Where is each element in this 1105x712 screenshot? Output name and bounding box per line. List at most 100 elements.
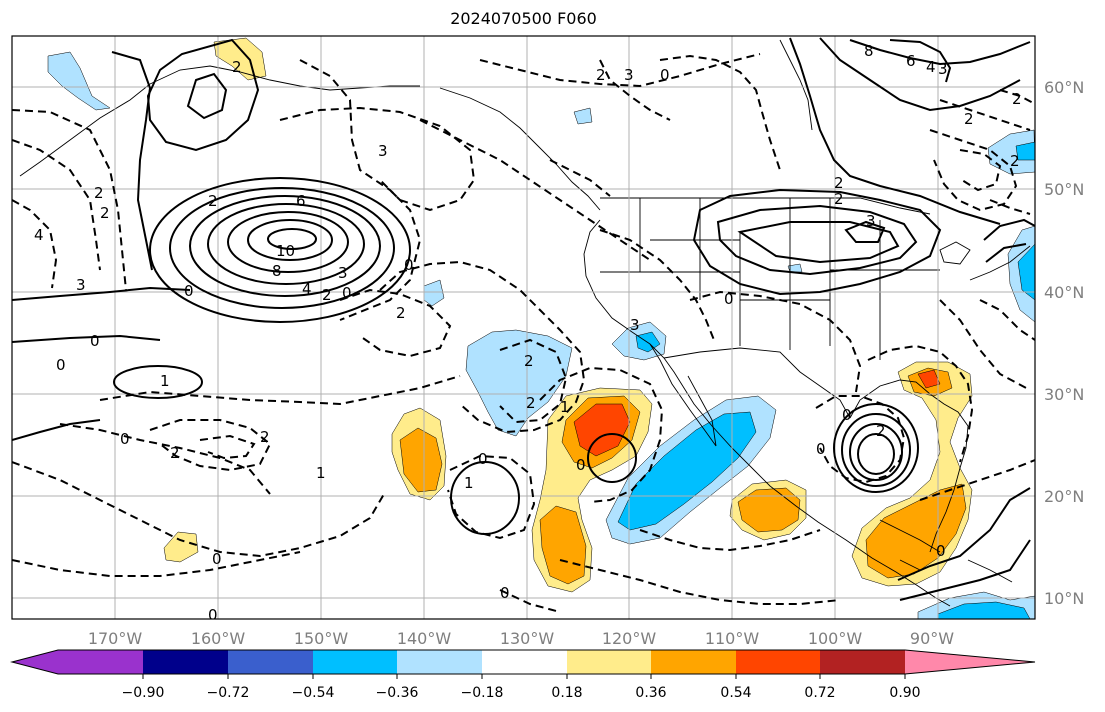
contour-label: 10 <box>276 242 295 260</box>
colorbar-tick-label: 0.36 <box>635 685 666 701</box>
positive-shade <box>399 427 443 493</box>
contour-label: 2 <box>876 422 886 440</box>
contour-label: 4 <box>34 226 44 244</box>
contour-label: 0 <box>936 542 946 560</box>
colorbar-tick-label: −0.54 <box>292 685 335 701</box>
positive-shade <box>737 487 801 533</box>
colorbar-tick-label: −0.72 <box>207 685 250 701</box>
contour-label: 0 <box>842 406 852 424</box>
colorbar-segment <box>228 650 313 674</box>
contour-label: 0 <box>500 584 510 602</box>
latitude-label: 60°N <box>1044 78 1084 97</box>
contour-label: 2 <box>396 304 406 322</box>
longitude-label: 130°W <box>500 629 555 648</box>
longitude-label: 170°W <box>88 629 143 648</box>
contour-label: 0 <box>404 256 414 274</box>
map-panel <box>12 36 1035 619</box>
longitude-labels: 170°W 160°W 150°W 140°W 130°W 120°W 110°… <box>88 629 954 648</box>
contour-label: 0 <box>184 282 194 300</box>
colorbar-segment <box>143 650 228 674</box>
contour-label: 6 <box>906 52 916 70</box>
negative-shade <box>987 129 1035 175</box>
contour-label: 1 <box>160 372 170 390</box>
colorbar-tick-label: 0.54 <box>720 685 751 701</box>
coastline-west-north-america <box>583 219 951 607</box>
latitude-label: 20°N <box>1044 487 1084 506</box>
contour-label: 3 <box>866 212 876 230</box>
coastline-great-lakes <box>939 241 971 265</box>
contour-label: 1 <box>316 464 326 482</box>
contour-label: 2 <box>260 428 270 446</box>
negative-shade <box>617 411 757 531</box>
negative-shade <box>1017 243 1035 301</box>
longitude-label: 150°W <box>294 629 349 648</box>
colorbar-tick-label: −0.18 <box>461 685 504 701</box>
latitude-labels: 60°N 50°N 40°N 30°N 20°N 10°N <box>1044 78 1084 608</box>
colorbar-tick-label: 0.18 <box>551 685 582 701</box>
contour-label: 8 <box>272 262 282 280</box>
colorbar-tick-label: 0.90 <box>889 685 920 701</box>
contour-label: 2 <box>100 204 110 222</box>
coastline-baja-california <box>649 343 717 447</box>
colorbar-segment <box>397 650 482 674</box>
coastline-aleutians <box>19 83 151 177</box>
contour-label: 2 <box>524 352 534 370</box>
map-frame <box>11 35 1036 620</box>
contour-label: 2 <box>170 444 180 462</box>
contour-label: 3 <box>76 276 86 294</box>
contour-label: 1 <box>464 474 474 492</box>
contour-label: 2 <box>1012 90 1022 108</box>
positive-shade <box>163 531 199 563</box>
colorbar-segment <box>651 650 736 674</box>
contour-label: 0 <box>212 550 222 568</box>
contour-label: 0 <box>208 606 218 624</box>
longitude-label: 140°W <box>397 629 452 648</box>
negative-shade <box>1015 141 1035 161</box>
dashed-contours <box>12 53 1035 613</box>
negative-shade <box>937 601 1031 619</box>
contour-label: 0 <box>660 66 670 84</box>
colorbar-segment <box>482 650 567 674</box>
coastline-gulf-of-mexico <box>849 379 969 553</box>
coastline-hudson-bay-region <box>779 39 813 131</box>
longitude-label: 110°W <box>705 629 760 648</box>
coastline-northeast-us <box>969 245 1031 281</box>
positive-shade <box>917 369 941 389</box>
contour-label: 0 <box>120 430 130 448</box>
colorbar-extend-high <box>905 650 1035 674</box>
contour-label: 4 <box>926 58 936 76</box>
colorbar-segment <box>58 650 143 674</box>
contour-label: 2 <box>834 190 844 208</box>
contour-label: 0 <box>56 356 66 374</box>
negative-shade <box>787 263 803 273</box>
solid-contours <box>12 37 1035 601</box>
contour-label: 2 <box>208 192 218 210</box>
colorbar-tick-label: −0.36 <box>376 685 419 701</box>
contour-label: 3 <box>624 66 634 84</box>
latitude-label: 30°N <box>1044 385 1084 404</box>
contour-label: 2 <box>232 58 242 76</box>
contour-label: 2 <box>526 394 536 412</box>
contour-label: 2 <box>834 174 844 192</box>
contour-label: 3 <box>338 264 348 282</box>
longitude-label: 100°W <box>808 629 863 648</box>
borders-central-america <box>879 519 941 571</box>
latitude-label: 50°N <box>1044 180 1084 199</box>
contour-labels: 2 3 2 4 2 2 0 3 6 10 8 4 2 0 3 2 0 1 0 2… <box>34 42 1022 624</box>
contour-label: 0 <box>342 284 352 302</box>
contour-label: 6 <box>296 192 306 210</box>
negative-shade <box>573 107 593 125</box>
colorbar: −0.90 −0.72 −0.54 −0.36 −0.18 0.18 0.36 … <box>10 649 1036 701</box>
colorbar-tick-label: 0.72 <box>804 685 835 701</box>
colorbar-extend-low <box>12 650 58 674</box>
contour-label: 2 <box>596 66 606 84</box>
negative-shade <box>47 51 111 111</box>
map-title: 2024070500 F060 <box>450 9 597 28</box>
contour-label: 0 <box>478 450 488 468</box>
colorbar-tick-label: −0.90 <box>122 685 165 701</box>
longitude-label: 120°W <box>602 629 657 648</box>
contour-label: 0 <box>576 456 586 474</box>
gridlines <box>12 36 1035 619</box>
colorbar-segment <box>736 650 820 674</box>
